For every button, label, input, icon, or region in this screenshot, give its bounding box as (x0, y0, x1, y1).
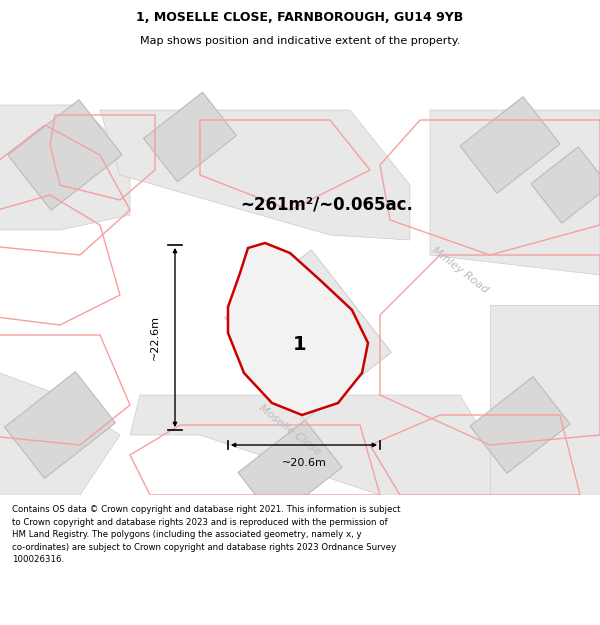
Text: ~261m²/~0.065ac.: ~261m²/~0.065ac. (240, 196, 413, 214)
Polygon shape (224, 250, 391, 420)
Polygon shape (8, 100, 122, 210)
Text: Contains OS data © Crown copyright and database right 2021. This information is : Contains OS data © Crown copyright and d… (12, 506, 401, 564)
Text: Moselle Close: Moselle Close (257, 402, 323, 458)
Polygon shape (531, 147, 600, 223)
Polygon shape (143, 92, 236, 182)
Polygon shape (228, 243, 368, 415)
Polygon shape (5, 372, 115, 478)
Polygon shape (0, 355, 120, 495)
Text: 1, MOSELLE CLOSE, FARNBOROUGH, GU14 9YB: 1, MOSELLE CLOSE, FARNBOROUGH, GU14 9YB (136, 11, 464, 24)
Text: ~20.6m: ~20.6m (281, 458, 326, 468)
Text: Minley Road: Minley Road (430, 245, 490, 295)
Polygon shape (130, 395, 520, 495)
Polygon shape (490, 305, 600, 495)
Text: Moselle Close: Moselle Close (267, 248, 333, 302)
Text: 1: 1 (293, 336, 307, 354)
Polygon shape (0, 105, 130, 230)
Polygon shape (100, 110, 410, 240)
Polygon shape (238, 420, 342, 520)
Text: Map shows position and indicative extent of the property.: Map shows position and indicative extent… (140, 36, 460, 46)
Text: ~22.6m: ~22.6m (150, 315, 160, 360)
Polygon shape (430, 110, 600, 275)
Polygon shape (460, 97, 560, 193)
Polygon shape (470, 377, 570, 473)
